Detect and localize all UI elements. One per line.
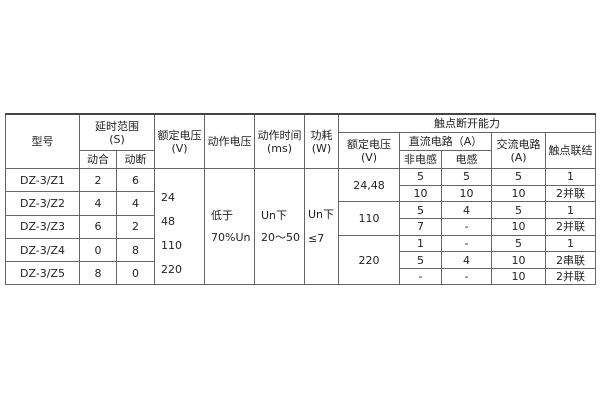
connection-cell: 2并联: [544, 184, 597, 203]
ac-cell: 10: [491, 184, 546, 203]
non-inductive-cell: 7: [399, 217, 442, 236]
connection-cell: 1: [544, 201, 597, 219]
header-action-voltage: 动作电压: [204, 113, 255, 169]
inductive-cell: -: [441, 234, 492, 253]
non-inductive-cell: 10: [399, 184, 442, 203]
non-inductive-cell: 5: [399, 251, 442, 269]
header-ac-circuit: 交流电路 (A): [491, 132, 546, 169]
inductive-cell: 4: [441, 201, 492, 219]
header-contact-connection: 触点联结: [544, 132, 597, 169]
header-delay-range: 延时范围 (S): [79, 113, 155, 151]
connection-cell: 2串联: [544, 251, 597, 269]
header-action-time: 动作时间 (ms): [254, 113, 305, 169]
non-inductive-cell: 5: [399, 201, 442, 219]
close-cell: 0: [79, 237, 117, 263]
header-non-inductive: 非电感: [399, 150, 442, 169]
connection-cell: 1: [544, 234, 597, 253]
power-cell: Un下 ≤7: [304, 167, 339, 286]
header-contact-rated-voltage: 额定电压 (V): [338, 132, 400, 169]
contact-voltage-cell: 110: [338, 201, 400, 236]
close-cell: 2: [79, 167, 117, 193]
ac-cell: 10: [491, 267, 546, 286]
header-breaking-capacity: 触点断开能力: [337, 113, 597, 133]
model-cell: DZ-3/Z1: [5, 167, 80, 193]
connection-cell: 2并联: [544, 267, 597, 286]
action-time-cell: Un下 20～50: [254, 167, 305, 286]
header-dc-circuit: 直流电路（A）: [399, 132, 492, 151]
rated-voltage-cell: 24 48 110 220: [154, 167, 205, 286]
close-cell: 8: [79, 261, 117, 286]
contact-voltage-cell: 24,48: [338, 167, 400, 203]
inductive-cell: 5: [441, 168, 492, 186]
connection-cell: 2并联: [544, 217, 597, 236]
break-cell: 2: [116, 214, 155, 239]
inductive-cell: 10: [441, 184, 492, 203]
non-inductive-cell: 1: [399, 234, 442, 253]
contact-voltage-cell: 220: [338, 234, 400, 286]
break-cell: 0: [116, 261, 155, 286]
non-inductive-cell: -: [399, 267, 442, 286]
ac-cell: 5: [491, 168, 546, 186]
header-close: 动合: [79, 150, 117, 169]
connection-cell: 1: [544, 168, 597, 186]
model-cell: DZ-3/Z4: [5, 237, 80, 263]
header-rated-voltage: 额定电压 (V): [154, 113, 205, 169]
break-cell: 4: [116, 191, 155, 216]
non-inductive-cell: 5: [399, 168, 442, 186]
inductive-cell: -: [441, 267, 492, 286]
ac-cell: 10: [491, 251, 546, 269]
inductive-cell: -: [441, 217, 492, 236]
header-inductive: 电感: [441, 150, 492, 169]
header-power: 功耗 (W): [304, 113, 339, 169]
inductive-cell: 4: [441, 251, 492, 269]
break-cell: 6: [116, 167, 155, 193]
model-cell: DZ-3/Z2: [5, 191, 80, 216]
relay-spec-table: 型号 延时范围 (S) 额定电压 (V) 动作电压 动作时间 (ms) 功耗 (W) 触…: [5, 113, 597, 286]
break-cell: 8: [116, 237, 155, 263]
close-cell: 4: [79, 191, 117, 216]
ac-cell: 10: [491, 217, 546, 236]
header-model: 型号: [5, 113, 80, 169]
close-cell: 6: [79, 214, 117, 239]
ac-cell: 5: [491, 201, 546, 219]
header-break: 动断: [116, 150, 155, 169]
model-cell: DZ-3/Z5: [5, 261, 80, 286]
ac-cell: 5: [491, 234, 546, 253]
model-cell: DZ-3/Z3: [5, 214, 80, 239]
action-voltage-cell: 低于 70%Un: [204, 167, 255, 286]
